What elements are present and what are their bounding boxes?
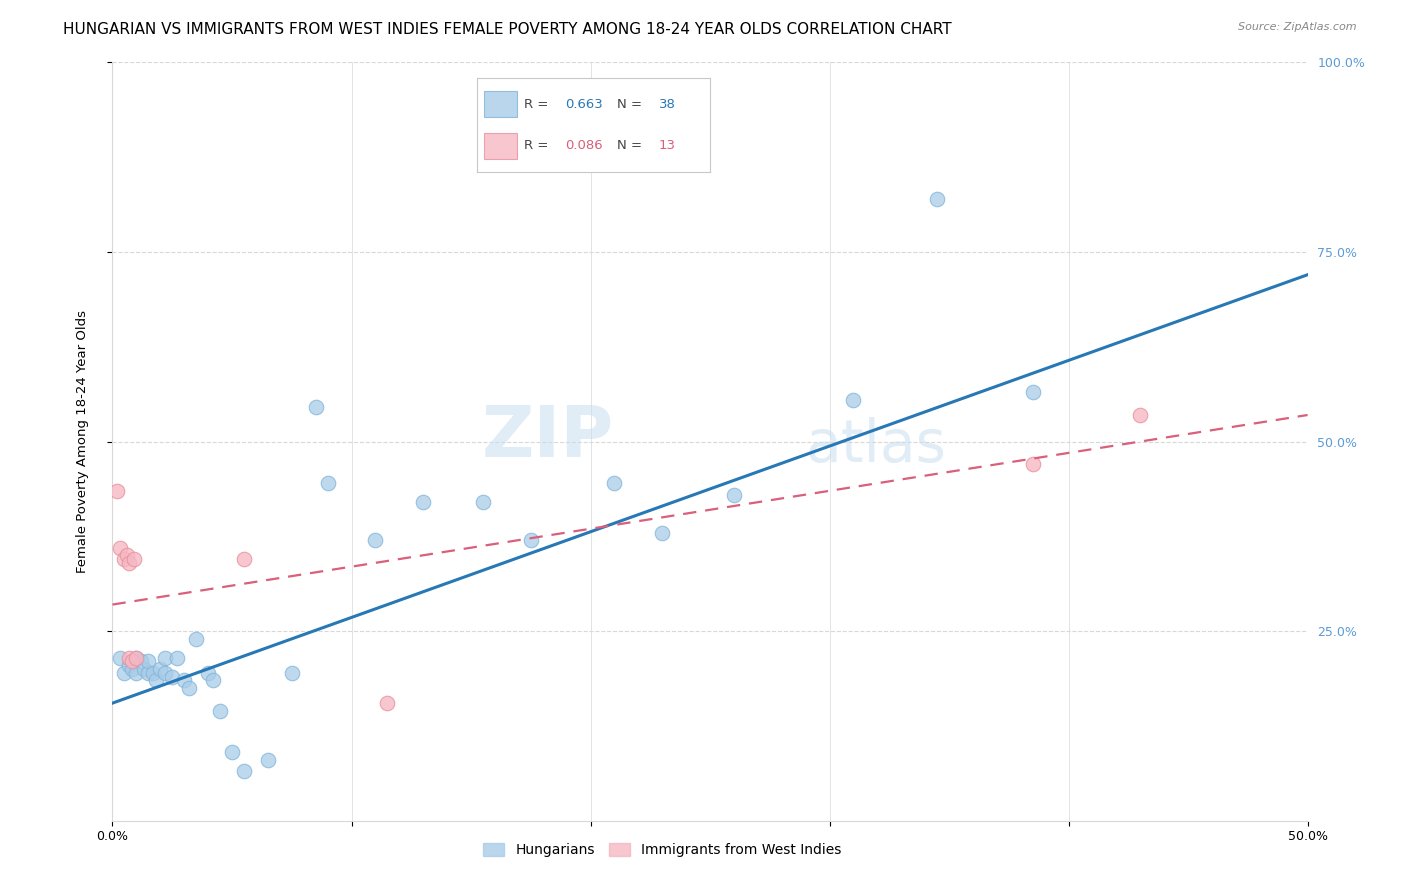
Text: ZIP: ZIP bbox=[482, 403, 614, 472]
Point bbox=[153, 650, 176, 665]
Point bbox=[377, 696, 399, 710]
Point bbox=[105, 483, 128, 498]
Point bbox=[121, 655, 143, 669]
Point bbox=[108, 541, 131, 555]
Point bbox=[177, 681, 200, 695]
Point bbox=[138, 655, 160, 669]
Point bbox=[1022, 458, 1045, 472]
Point bbox=[927, 192, 949, 206]
Point bbox=[129, 655, 152, 669]
Point bbox=[186, 632, 208, 646]
Point bbox=[138, 665, 160, 680]
Point bbox=[125, 650, 148, 665]
Point bbox=[1129, 408, 1152, 422]
Point bbox=[281, 665, 304, 680]
Point bbox=[115, 548, 138, 563]
Point bbox=[603, 476, 626, 491]
Point bbox=[233, 764, 256, 779]
Point bbox=[257, 753, 280, 767]
Text: HUNGARIAN VS IMMIGRANTS FROM WEST INDIES FEMALE POVERTY AMONG 18-24 YEAR OLDS CO: HUNGARIAN VS IMMIGRANTS FROM WEST INDIES… bbox=[63, 22, 952, 37]
Point bbox=[118, 658, 141, 673]
Point bbox=[145, 673, 167, 688]
Point bbox=[153, 665, 176, 680]
Point bbox=[209, 704, 232, 718]
Point bbox=[412, 495, 434, 509]
Text: Source: ZipAtlas.com: Source: ZipAtlas.com bbox=[1239, 22, 1357, 32]
Point bbox=[305, 401, 328, 415]
Point bbox=[233, 552, 256, 566]
Point bbox=[173, 673, 195, 688]
Point bbox=[142, 665, 165, 680]
Point bbox=[118, 650, 141, 665]
Point bbox=[122, 552, 145, 566]
Point bbox=[316, 476, 339, 491]
Point bbox=[364, 533, 387, 548]
Point bbox=[166, 650, 188, 665]
Point bbox=[472, 495, 495, 509]
Point bbox=[108, 650, 131, 665]
Point bbox=[132, 662, 155, 676]
Legend: Hungarians, Immigrants from West Indies: Hungarians, Immigrants from West Indies bbox=[478, 838, 846, 863]
Point bbox=[114, 552, 135, 566]
Point bbox=[651, 525, 673, 540]
Point bbox=[201, 673, 224, 688]
Y-axis label: Female Poverty Among 18-24 Year Olds: Female Poverty Among 18-24 Year Olds bbox=[76, 310, 89, 573]
Point bbox=[842, 392, 865, 407]
Text: atlas: atlas bbox=[806, 417, 946, 474]
Point bbox=[723, 487, 745, 501]
Point bbox=[114, 665, 135, 680]
Point bbox=[520, 533, 543, 548]
Point bbox=[1022, 385, 1045, 400]
Point bbox=[149, 662, 172, 676]
Point bbox=[221, 746, 243, 760]
Point bbox=[125, 665, 148, 680]
Point bbox=[121, 662, 143, 676]
Point bbox=[125, 650, 148, 665]
Point bbox=[162, 669, 183, 683]
Point bbox=[197, 665, 219, 680]
Point bbox=[118, 556, 141, 570]
